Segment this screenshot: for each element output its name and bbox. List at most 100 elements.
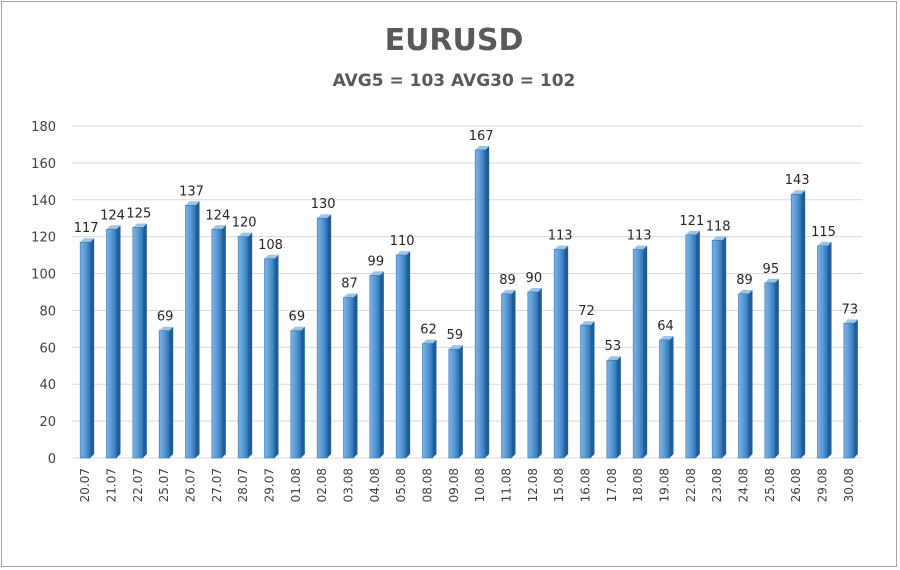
x-tick-label: 25.07 (157, 468, 171, 502)
data-label: 64 (657, 319, 674, 334)
bar-front (290, 330, 302, 459)
bar-front (632, 249, 644, 459)
bar-front (817, 245, 828, 459)
bar-top (527, 288, 542, 292)
x-tick-label: 03.08 (342, 468, 356, 502)
y-tick-label: 100 (31, 268, 56, 283)
x-tick-label: 23.08 (710, 468, 724, 502)
data-label: 121 (679, 214, 704, 229)
x-tick-label: 30.08 (842, 468, 856, 502)
x-axis: 20.07 21.07 22.07 25.07 26.07 27.07 28.07 29.07… (78, 468, 856, 502)
bar (369, 271, 384, 459)
bar (79, 238, 95, 459)
bar-front (738, 293, 749, 459)
x-tick-label: 12.08 (526, 468, 540, 502)
bar-side (590, 321, 595, 458)
bar-side (511, 289, 516, 458)
data-label: 99 (368, 254, 385, 269)
bar-top (106, 225, 121, 230)
x-tick-label: 24.08 (737, 468, 751, 502)
bar (553, 245, 569, 459)
data-label: 72 (578, 304, 595, 319)
x-tick-label: 27.07 (210, 468, 224, 502)
x-tick-label: 15.08 (552, 468, 566, 502)
bar-top (159, 326, 174, 331)
bar-front (553, 249, 565, 459)
data-label: 167 (469, 129, 494, 144)
bar-side (90, 238, 95, 458)
bar-front (764, 282, 776, 459)
bar-top (817, 241, 832, 246)
bar (237, 232, 253, 459)
x-tick-label: 25.08 (763, 468, 777, 502)
bar-side (432, 339, 437, 458)
bar-top (317, 214, 332, 219)
bar-side (458, 345, 463, 458)
data-label: 95 (763, 262, 780, 277)
x-tick-label: 02.08 (315, 468, 329, 502)
data-label: 130 (311, 197, 336, 212)
data-label: 125 (126, 206, 151, 221)
bar (132, 223, 147, 459)
bar (790, 190, 806, 459)
bar-top (211, 225, 226, 230)
y-tick-label: 120 (31, 231, 56, 246)
bar (764, 278, 779, 459)
bar-top (554, 245, 569, 250)
bar-top (290, 326, 305, 331)
y-tick-label: 40 (39, 378, 56, 393)
bar-top (580, 321, 595, 326)
bar-front (659, 339, 670, 459)
bar-side (116, 225, 121, 458)
x-tick-label: 04.08 (368, 468, 382, 502)
data-label: 113 (548, 229, 573, 244)
x-tick-label: 11.08 (500, 468, 514, 502)
bar-side (142, 223, 147, 458)
bar-front (422, 343, 433, 459)
bar-top (738, 289, 753, 294)
bar-side (221, 225, 226, 458)
bar-front (158, 330, 170, 459)
data-label: 108 (258, 238, 283, 253)
x-tick-label: 18.08 (631, 468, 645, 502)
data-label: 69 (289, 310, 306, 325)
bar-front (606, 359, 618, 459)
bar-top (764, 278, 779, 283)
x-tick-label: 17.08 (605, 468, 619, 502)
bar (685, 230, 700, 459)
x-tick-label: 28.07 (236, 468, 250, 502)
bar-front (106, 228, 117, 459)
x-tick-label: 05.08 (394, 468, 408, 502)
bar (843, 319, 858, 459)
y-tick-label: 140 (31, 194, 56, 209)
bar (606, 356, 621, 459)
bar-top (80, 238, 95, 243)
bar-front (343, 297, 354, 459)
bar (290, 326, 305, 459)
y-tick-label: 160 (31, 157, 56, 172)
bar-side (379, 271, 384, 458)
y-tick-label: 20 (39, 415, 56, 430)
bar-side (774, 278, 779, 458)
bar-front (264, 258, 275, 459)
bar-side (274, 254, 279, 458)
x-tick-label: 01.08 (289, 468, 303, 502)
y-axis: 0 20 40 60 80 100 120 140 160 180 (31, 120, 56, 467)
bar-side (564, 245, 569, 458)
data-label: 115 (811, 225, 836, 240)
data-label: 53 (605, 339, 622, 354)
bar-side (353, 293, 358, 458)
data-label: 124 (205, 208, 230, 223)
data-label: 59 (447, 328, 464, 343)
bar-side (616, 356, 621, 458)
bar (817, 241, 832, 459)
data-label: 62 (420, 323, 437, 338)
bar-top (791, 190, 806, 195)
bar-front (211, 228, 223, 459)
data-label: 89 (499, 273, 516, 288)
bar-side (695, 230, 700, 458)
bar (211, 225, 226, 459)
data-label: 120 (232, 216, 257, 231)
